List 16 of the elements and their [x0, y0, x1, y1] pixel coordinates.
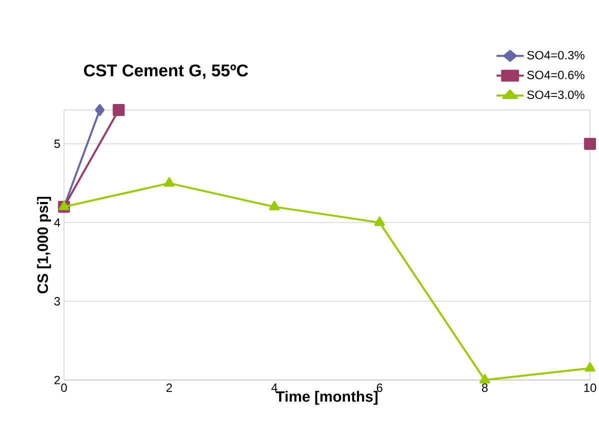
x-tick-label: 6: [376, 384, 382, 392]
chart-title: CST Cement G, 55ºC: [84, 64, 248, 79]
legend-label: SO4=3.0%: [527, 90, 584, 100]
y-tick-label: 2: [54, 376, 60, 384]
x-tick-label: 10: [584, 384, 596, 392]
y-tick-label: 5: [54, 140, 60, 148]
y-axis-title: CS [1,000 psi]: [37, 196, 51, 294]
y-tick-label: 3: [54, 297, 60, 306]
x-tick-label: 8: [482, 384, 488, 392]
x-tick-label: 2: [166, 384, 172, 392]
x-axis-title: Time [months]: [276, 390, 378, 405]
x-tick-label: 0: [61, 384, 67, 392]
y-tick-label: 4: [54, 218, 60, 227]
legend-label: SO4=0.3%: [527, 50, 584, 60]
x-tick-label: 4: [271, 384, 278, 392]
legend-label: SO4=0.6%: [527, 70, 584, 80]
